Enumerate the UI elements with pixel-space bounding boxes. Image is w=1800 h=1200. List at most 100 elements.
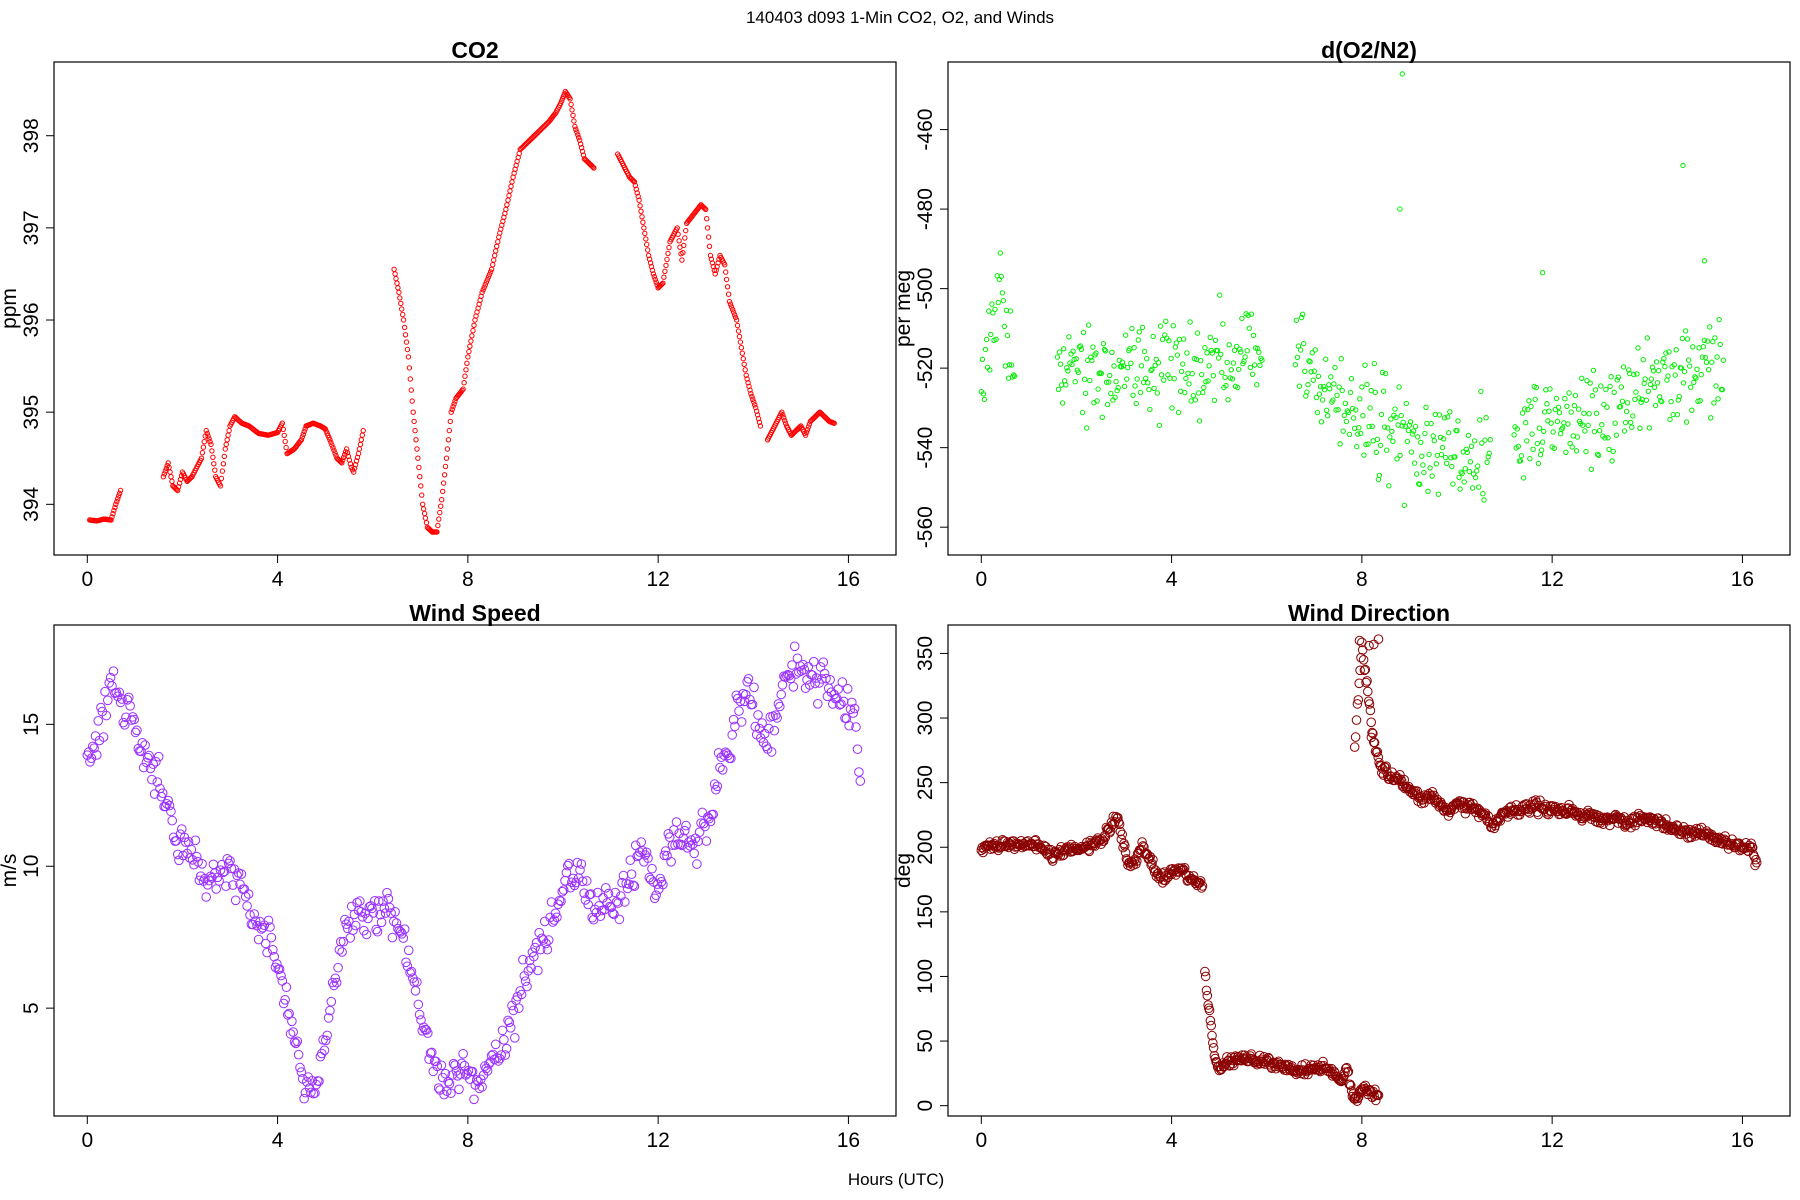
co2-data-point [210,454,216,460]
o2n2-data-point [1565,421,1571,427]
o2n2-data-point [1107,372,1113,379]
o2n2-data-point [1474,468,1480,474]
wind-direction-data-point [1412,786,1422,796]
o2n2-data-point [1596,452,1602,459]
o2n2-data-point [1525,406,1531,413]
wind-speed-data-point [810,678,820,689]
o2n2-data-point [1680,162,1686,169]
o2n2-data-point [1408,449,1415,455]
o2n2-data-point [1000,297,1007,304]
o2n2-data-point [1066,334,1072,340]
wind-direction-data-point [1365,705,1376,716]
co2-data-point [711,267,717,273]
wind-direction-y-tick-label: 100 [914,959,937,994]
co2-data-point [725,291,732,297]
co2-data-point [160,474,167,480]
wind-speed-data-point [414,1009,425,1020]
o2n2-data-point [1591,429,1598,435]
o2n2-data-point [1130,392,1136,398]
co2-data-point [630,178,637,184]
o2n2-data-point [1446,430,1452,436]
co2-data-point [780,412,786,418]
wind-speed-data-point [288,1027,299,1037]
co2-data-point [396,289,402,296]
o2n2-data-point [1138,363,1145,369]
wind-speed-data-point [640,850,651,860]
wind-direction-data-point [1376,761,1386,772]
o2n2-data-point [1200,389,1206,396]
co2-y-tick-label: 398 [20,118,43,153]
o2n2-data-point [1343,418,1350,425]
wind-speed-data-point [769,725,780,736]
wind-speed-data-point [775,701,785,712]
co2-data-point [226,427,232,434]
co2-data-point [413,437,419,443]
wind-direction-data-point [1204,1005,1215,1016]
o2n2-data-point [1452,454,1458,460]
o2n2-data-point [1195,390,1202,396]
wind-speed-data-point [363,913,373,924]
co2-data-point [221,453,228,460]
co2-data-point [282,438,288,445]
o2n2-data-point [1359,384,1365,390]
o2n2-data-point [988,331,994,338]
o2n2-data-point [1101,346,1108,353]
wind-speed-data-point [181,837,191,848]
co2-data-point [441,472,448,478]
co2-data-point [420,501,426,507]
o2n2-data-point [1447,409,1453,415]
wind-direction-data-point [1372,747,1383,757]
o2n2-data-point [1555,404,1562,410]
wind-speed-data-point [164,800,175,811]
co2-data-point [705,234,712,240]
wind-speed-data-point [841,713,852,724]
o2n2-x-tick-label: 8 [1356,568,1368,591]
o2n2-data-point [1566,390,1572,396]
wind-speed-data-point [223,858,234,869]
co2-data-point [113,501,119,507]
co2-data-point [724,284,731,290]
o2n2-data-point [1607,383,1613,390]
o2n2-data-point [1444,460,1450,466]
wind-direction-data-point [1215,1061,1225,1072]
wind-speed-data-point [538,935,549,945]
wind-speed-data-point [334,945,345,955]
co2-data-point [637,203,643,209]
o2n2-data-point [1358,430,1364,437]
o2n2-data-point [1065,368,1071,374]
o2n2-data-point [1437,434,1444,440]
wind-speed-data-point [620,897,630,907]
o2n2-data-point [1541,428,1547,435]
co2-data-point [439,497,445,503]
o2n2-data-point [1606,446,1612,453]
co2-data-point [631,179,638,185]
o2n2-data-point [1688,384,1694,390]
co2-data-point [201,439,208,445]
co2-data-point [680,250,686,256]
wind-speed-data-point [809,656,819,667]
o2n2-data-point [1659,398,1665,405]
o2n2-data-point [1556,410,1563,416]
o2n2-data-point [1605,435,1611,441]
o2n2-data-point [1189,371,1195,377]
o2n2-data-point [1524,438,1530,444]
o2n2-data-point [1249,371,1256,377]
wind-speed-data-point [757,718,767,728]
wind-speed-data-point [773,699,784,709]
o2n2-data-point [1212,337,1219,343]
co2-data-point [486,271,493,278]
co2-data-point [410,409,416,415]
o2n2-data-point [1328,374,1334,380]
co2-data-point [742,367,748,373]
wind-speed-data-point [709,779,720,789]
wind-speed-data-point [586,889,596,899]
o2n2-data-point [1397,452,1403,459]
co2-data-point [203,427,209,434]
o2n2-data-point [1387,434,1393,440]
wind-speed-data-point [496,1050,507,1060]
wind-speed-data-point [100,686,110,697]
o2n2-data-point [1694,366,1700,372]
o2n2-data-point [1324,407,1330,413]
wind-speed-data-point [222,854,233,864]
co2-data-point [209,448,215,454]
